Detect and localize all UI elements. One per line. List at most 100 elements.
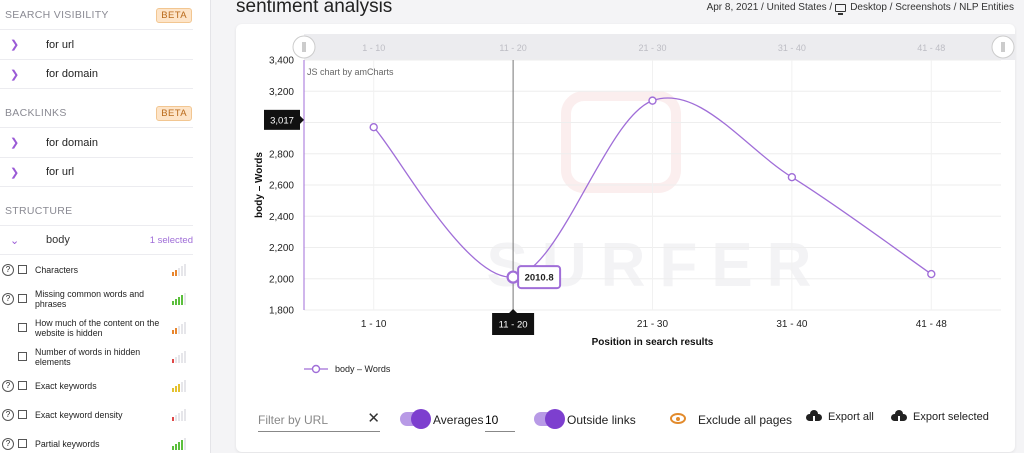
series-line	[373, 97, 932, 278]
data-point	[787, 172, 797, 182]
metric-label: How much of the content on the website i…	[35, 317, 160, 338]
outside-links-label: Outside links	[567, 413, 636, 427]
metric-checkbox[interactable]	[18, 323, 27, 332]
help-icon-placeholder	[2, 322, 14, 334]
metric-checkbox[interactable]	[18, 410, 27, 419]
beta-badge: BETA	[156, 7, 192, 23]
metric-label: Exact keywords	[35, 380, 97, 391]
sidebar-item-backlinks-domain[interactable]: ❯ for domain	[0, 127, 193, 157]
export-selected-button[interactable]: Export selected	[913, 411, 989, 423]
metric-checkbox[interactable]	[18, 265, 27, 274]
help-icon-placeholder	[2, 351, 14, 363]
averages-label: Averages	[433, 413, 484, 427]
section-title: STRUCTURE	[5, 205, 73, 217]
metric-checkbox[interactable]	[18, 352, 27, 361]
structure-header: STRUCTURE	[0, 197, 210, 225]
metric-label: Characters	[35, 264, 79, 275]
filter-url-field: ✕	[258, 408, 380, 432]
metric-checkbox[interactable]	[18, 294, 27, 303]
sidebar-item-domain[interactable]: ❯ for domain	[0, 59, 193, 89]
chevron-down-icon: ⌄	[10, 234, 20, 247]
export-all-button[interactable]: Export all	[828, 411, 874, 423]
metric-row[interactable]: ? Exact keywords	[0, 371, 190, 400]
help-icon[interactable]: ?	[2, 263, 14, 276]
scrollbar-grip-right	[991, 35, 1015, 59]
y-tick-label: 2,400	[269, 212, 294, 223]
close-icon[interactable]: ✕	[367, 410, 380, 427]
data-point	[927, 269, 936, 279]
sidebar-item-label: for domain	[46, 136, 98, 149]
value-tooltip-label: 2010.8	[525, 273, 554, 284]
chart-scrollbar	[304, 34, 1015, 60]
structure-group: STRUCTURE ⌄ body 1 selected ? Characters?…	[0, 197, 210, 453]
scrollbar-category-label: 41 - 48	[917, 43, 945, 53]
y-tick-label: 2,200	[269, 243, 294, 254]
signal-bars-icon	[172, 292, 190, 305]
search-visibility-group: SEARCH VISIBILITY BETA ❯ for url ❯ for d…	[0, 1, 210, 89]
desktop-icon	[835, 3, 847, 15]
section-title: SEARCH VISIBILITY	[5, 9, 109, 21]
chevron-right-icon: ❯	[10, 39, 20, 51]
breadcrumb: Apr 8, 2021 / United States / Desktop / …	[706, 2, 1014, 15]
structure-body-toggle[interactable]: ⌄ body 1 selected	[0, 225, 193, 255]
backlinks-group: BACKLINKS BETA ❯ for domain ❯ for url	[0, 99, 210, 187]
legend-marker	[311, 364, 321, 374]
averages-toggle[interactable]	[400, 409, 431, 429]
signal-bars-icon	[172, 408, 190, 421]
backlinks-header: BACKLINKS BETA	[0, 99, 210, 127]
chevron-right-icon: ❯	[10, 137, 20, 149]
chart-card: SURFER 1 - 10 11 - 20 21 - 30 31 - 40 41 - 48…	[236, 24, 1015, 452]
metric-row[interactable]: How much of the content on the website i…	[0, 313, 190, 342]
metric-row[interactable]: ? Missing common words and phrases	[0, 284, 190, 313]
metric-list: ? Characters ? Missing common words and phr…	[0, 255, 210, 453]
outside-links-toggle[interactable]	[534, 409, 565, 429]
chevron-right-icon: ❯	[10, 68, 20, 81]
scrollbar-category-label: 21 - 30	[638, 43, 666, 53]
y-tick-label: 1,800	[269, 306, 294, 317]
chart-controls: ✕ Averages Outside links Exclude all pag…	[258, 408, 998, 436]
help-icon[interactable]: ?	[2, 292, 14, 305]
x-tick-label: 31 - 40	[776, 319, 808, 330]
metric-row[interactable]: ? Characters	[0, 255, 190, 284]
chevron-right-icon: ❯	[10, 166, 20, 179]
metric-row[interactable]: Number of words in hidden elements	[0, 342, 190, 371]
metric-checkbox[interactable]	[18, 381, 27, 390]
breadcrumb-date-location: Apr 8, 2021 / United States /	[706, 2, 833, 13]
scrollbar-category-label: 1 - 10	[362, 43, 385, 53]
metric-checkbox[interactable]	[18, 439, 27, 448]
metric-label: Number of words in hidden elements	[35, 346, 141, 367]
y-tick-label: 3,200	[269, 87, 294, 98]
watermark-logo	[561, 91, 681, 193]
section-title: BACKLINKS	[5, 107, 67, 119]
metric-row[interactable]: ? Partial keywords	[0, 429, 190, 453]
exclude-all-pages-button[interactable]: Exclude all pages	[698, 413, 793, 427]
scrollbar-category-label: 31 - 40	[778, 43, 806, 53]
x-cursor-badge-pointer	[509, 309, 518, 313]
breadcrumb-device-path[interactable]: Desktop / Screenshots / NLP Entities	[850, 2, 1014, 13]
help-icon[interactable]: ?	[2, 437, 14, 450]
metric-row[interactable]: ? Exact keyword density	[0, 400, 190, 429]
x-cursor-badge-label: 11 - 20	[499, 320, 528, 331]
sidebar-item-backlinks-url[interactable]: ❯ for url	[0, 157, 193, 187]
cloud-download-icon[interactable]	[891, 409, 908, 424]
metric-label: Exact keyword density	[35, 409, 123, 420]
averages-input[interactable]	[485, 408, 515, 432]
filter-url-input[interactable]	[258, 412, 358, 427]
page-title: sentiment analysis	[236, 0, 393, 17]
data-point	[648, 96, 657, 105]
metric-label: Partial keywords	[35, 438, 100, 449]
value-tooltip	[517, 265, 562, 290]
help-icon[interactable]: ?	[2, 379, 14, 392]
y-tick-label: 2,600	[269, 181, 294, 192]
eye-icon[interactable]	[670, 413, 686, 424]
scrollbar-grip-left	[292, 35, 316, 59]
sidebar-item-label: for url	[46, 38, 75, 51]
data-point	[506, 270, 520, 284]
y-axis-title: body – Words	[254, 152, 265, 218]
sidebar-item-url[interactable]: ❯ for url	[0, 29, 193, 59]
x-tick-label: 21 - 30	[637, 319, 669, 330]
cloud-download-icon[interactable]	[806, 409, 823, 424]
help-icon[interactable]: ?	[2, 408, 14, 421]
